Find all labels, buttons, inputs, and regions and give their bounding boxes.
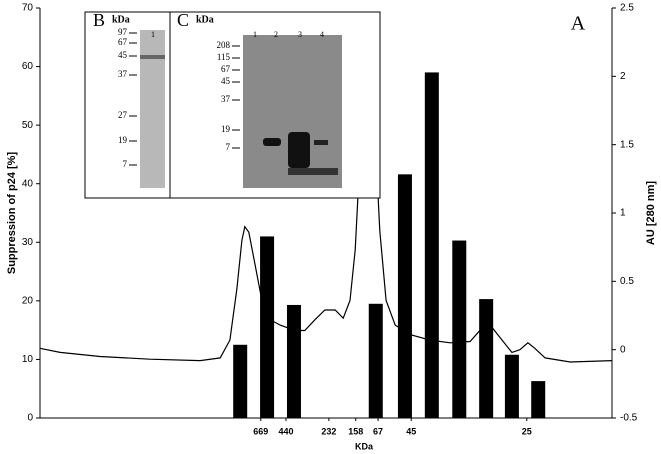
y-tick-label: 50 [22, 120, 34, 131]
bar [424, 72, 439, 418]
y-tick-label: 10 [22, 354, 34, 365]
inset-label: B [93, 10, 105, 30]
x-tick-label: 158 [348, 426, 363, 436]
inset-unit: kDa [112, 14, 130, 25]
bar [368, 303, 383, 418]
y-axis-label: Suppression of p24 [%] [6, 152, 18, 275]
gel-image [140, 30, 165, 188]
x-tick-label: 440 [278, 426, 293, 436]
y-tick-label: 0 [27, 413, 33, 424]
bar [504, 354, 519, 418]
y-tick-label: 20 [22, 295, 34, 306]
inset-label: C [177, 10, 189, 30]
y-tick-label: 30 [22, 237, 34, 248]
lane-label: 3 [298, 30, 302, 39]
x-tick-label: 232 [321, 426, 336, 436]
marker-label: 19 [221, 124, 231, 134]
gel-band [288, 168, 338, 175]
y2-tick-label: 2.5 [620, 3, 634, 14]
x-tick-label: 67 [373, 426, 383, 436]
marker-label: 67 [221, 64, 231, 74]
y-tick-label: 60 [22, 61, 34, 72]
marker-label: 208 [217, 40, 231, 50]
y-tick-label: 70 [22, 3, 34, 14]
insets [84, 11, 381, 199]
marker-label: 27 [118, 110, 128, 120]
gel-band [314, 140, 328, 145]
gel-band [288, 132, 310, 168]
marker-label: 97 [118, 27, 128, 37]
lane-label: 2 [274, 30, 278, 39]
gel-band [140, 55, 165, 59]
bar [260, 236, 275, 418]
lane-label: 4 [320, 30, 324, 39]
lane-label: 1 [253, 30, 257, 39]
marker-label: 37 [118, 69, 128, 79]
bar [452, 240, 467, 418]
x-tick-label: 45 [406, 426, 416, 436]
marker-label: 115 [217, 52, 231, 62]
marker-label: 19 [118, 135, 128, 145]
chromatogram-line [39, 70, 613, 363]
y2-tick-label: 1.5 [620, 139, 634, 150]
y2-axis-label: AU [280 nm] [645, 181, 657, 246]
gel-band [263, 138, 281, 146]
x-tick-label: 25 [522, 426, 532, 436]
y2-tick-label: -0.5 [620, 413, 638, 424]
y2-tick-label: 1 [620, 208, 626, 219]
inset-unit: kDa [196, 14, 214, 25]
y2-tick-label: 0.5 [620, 276, 634, 287]
marker-label: 37 [221, 94, 231, 104]
marker-label: 67 [118, 37, 128, 47]
y-tick-label: 40 [22, 178, 34, 189]
y2-tick-label: 0 [620, 344, 626, 355]
bar [233, 344, 248, 418]
bar [286, 304, 301, 418]
panel-label: A [571, 13, 586, 35]
marker-label: 7 [123, 159, 128, 169]
bar [397, 174, 412, 418]
bar [479, 299, 494, 418]
y2-tick-label: 2 [620, 71, 626, 82]
marker-label: 45 [221, 76, 231, 86]
marker-label: 7 [226, 142, 231, 152]
x-axis-label: KDa [355, 441, 374, 451]
lane-label: 1 [151, 30, 155, 39]
bar [531, 381, 546, 418]
x-tick-label: 669 [253, 426, 268, 436]
marker-label: 45 [118, 50, 128, 60]
